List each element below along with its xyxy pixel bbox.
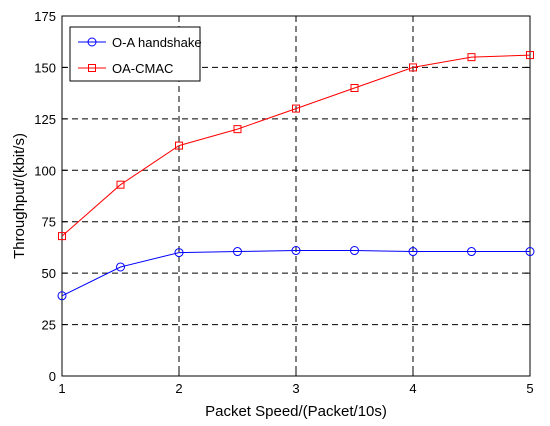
data-point <box>116 262 125 272</box>
data-point <box>467 53 476 62</box>
y-tick-label: 50 <box>42 266 56 281</box>
data-point <box>175 141 183 150</box>
data-point <box>233 247 242 257</box>
y-tick-label: 100 <box>34 163 56 178</box>
y-tick-label: 25 <box>42 318 56 333</box>
data-point <box>292 104 300 113</box>
x-axis-title: Packet Speed/(Packet/10s) <box>205 403 387 420</box>
data-point <box>57 291 67 301</box>
x-tick-label: 4 <box>409 381 416 396</box>
y-tick-label: 75 <box>42 215 56 230</box>
x-tick-label: 5 <box>526 381 533 396</box>
data-point <box>526 51 534 60</box>
y-tick-label: 0 <box>49 369 56 384</box>
series <box>57 51 535 301</box>
legend-entry: OA-CMAC <box>78 61 173 76</box>
data-point <box>116 180 125 189</box>
series-line <box>61 250 530 297</box>
legend: O-A handshake OA-CMAC <box>69 26 202 82</box>
legend-entry: O-A handshake <box>78 35 202 50</box>
legend-marker <box>88 64 96 72</box>
y-tick-label: 150 <box>34 60 56 75</box>
x-tick-label: 1 <box>58 381 65 396</box>
data-point <box>233 125 242 134</box>
data-point <box>58 232 66 241</box>
grid <box>62 16 530 376</box>
x-tick-label: 2 <box>175 381 182 396</box>
data-point <box>174 248 184 258</box>
data-point <box>408 247 418 257</box>
data-point <box>291 246 301 256</box>
data-point <box>409 63 417 72</box>
x-tick-label: 3 <box>292 381 299 396</box>
data-point <box>525 247 535 257</box>
data-point <box>467 247 476 257</box>
series-square <box>58 51 534 241</box>
data-point <box>350 84 359 92</box>
legend-marker <box>87 37 97 47</box>
data-point <box>350 246 359 256</box>
y-axis-title: Throughput/(kbit/s) <box>11 133 28 259</box>
y-tick-label: 175 <box>34 9 56 24</box>
legend-label: OA-CMAC <box>112 61 173 76</box>
legend-label: O-A handshake <box>112 35 202 50</box>
series-circle <box>57 246 535 301</box>
y-tick-label: 125 <box>34 112 56 127</box>
series-line <box>61 54 531 237</box>
